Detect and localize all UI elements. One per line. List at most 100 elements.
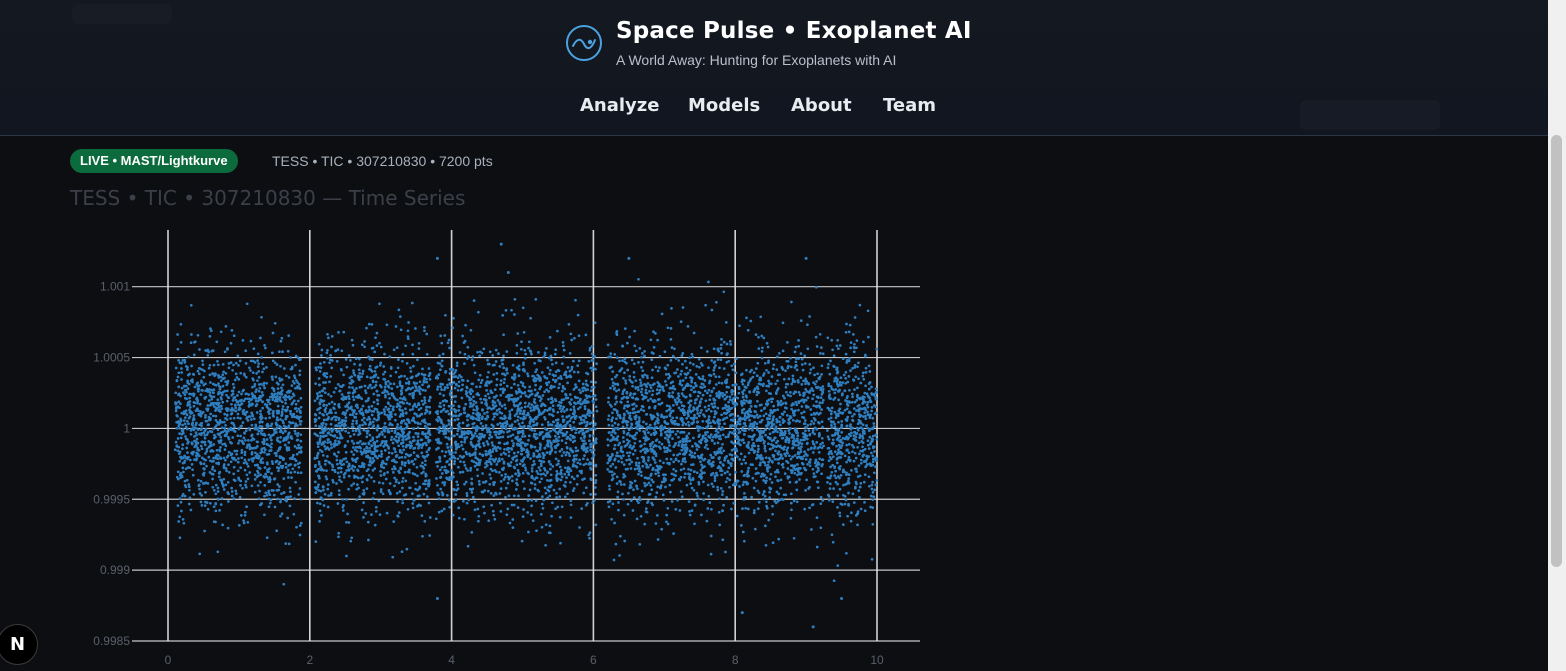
data-point bbox=[724, 397, 727, 401]
data-point bbox=[835, 438, 839, 441]
data-point bbox=[765, 476, 768, 480]
data-point bbox=[549, 441, 553, 445]
data-point bbox=[444, 435, 448, 439]
data-point bbox=[554, 370, 558, 374]
data-point bbox=[536, 377, 539, 381]
data-point bbox=[762, 497, 765, 501]
data-point bbox=[275, 438, 279, 442]
data-point bbox=[674, 469, 678, 473]
data-point bbox=[183, 484, 187, 487]
data-point bbox=[587, 394, 591, 398]
data-point bbox=[463, 352, 467, 356]
data-point bbox=[481, 425, 485, 428]
data-point bbox=[272, 409, 275, 413]
data-point bbox=[516, 383, 520, 387]
data-point bbox=[671, 391, 675, 394]
data-point bbox=[513, 466, 517, 470]
data-point bbox=[766, 420, 770, 424]
data-point bbox=[537, 408, 541, 412]
data-point bbox=[358, 432, 362, 435]
data-point bbox=[258, 421, 262, 424]
data-point bbox=[352, 453, 355, 456]
data-point bbox=[710, 507, 713, 511]
dataset-meta: TESS • TIC • 307210830 • 7200 pts bbox=[272, 153, 493, 169]
data-point bbox=[178, 450, 182, 454]
nav-about[interactable]: About bbox=[791, 95, 852, 116]
data-point bbox=[329, 491, 333, 495]
data-point bbox=[344, 358, 348, 361]
data-point bbox=[636, 487, 639, 491]
data-point bbox=[180, 411, 184, 415]
data-point bbox=[674, 458, 678, 462]
data-point bbox=[337, 489, 341, 492]
data-point bbox=[392, 465, 396, 468]
data-point bbox=[355, 412, 358, 416]
data-point bbox=[768, 477, 772, 481]
data-point bbox=[799, 376, 803, 379]
data-point bbox=[314, 382, 317, 385]
data-point bbox=[370, 386, 374, 390]
data-point bbox=[344, 429, 347, 433]
data-point bbox=[236, 394, 239, 397]
data-point bbox=[194, 423, 198, 427]
data-point bbox=[821, 385, 825, 388]
data-point bbox=[379, 469, 382, 473]
data-point bbox=[831, 438, 835, 442]
data-point bbox=[610, 419, 614, 423]
data-point bbox=[436, 361, 440, 365]
data-point bbox=[869, 442, 872, 446]
nav-team[interactable]: Team bbox=[883, 95, 936, 116]
data-point bbox=[707, 404, 711, 408]
data-point bbox=[706, 391, 709, 395]
data-point bbox=[848, 410, 851, 414]
data-point bbox=[623, 474, 627, 478]
data-point bbox=[718, 523, 722, 527]
data-point bbox=[720, 381, 724, 385]
data-point bbox=[638, 495, 641, 499]
data-point bbox=[647, 431, 650, 434]
data-point bbox=[575, 428, 578, 431]
data-point bbox=[739, 524, 743, 527]
app-title: Space Pulse • Exoplanet AI bbox=[616, 18, 972, 44]
x-tick-label: 4 bbox=[448, 653, 455, 667]
data-point bbox=[276, 392, 280, 395]
data-point bbox=[415, 386, 418, 390]
data-point bbox=[404, 398, 407, 401]
data-point bbox=[217, 390, 221, 394]
data-point bbox=[592, 454, 595, 458]
data-point bbox=[208, 335, 212, 338]
data-point bbox=[236, 469, 240, 473]
data-point bbox=[871, 460, 875, 464]
data-point bbox=[777, 537, 781, 541]
nav-analyze[interactable]: Analyze bbox=[580, 95, 660, 116]
data-point bbox=[542, 355, 546, 359]
data-point bbox=[436, 465, 439, 468]
data-point bbox=[247, 458, 251, 462]
data-point bbox=[193, 458, 196, 461]
data-point bbox=[634, 385, 638, 389]
data-point bbox=[247, 405, 251, 408]
data-point bbox=[280, 492, 283, 496]
data-point bbox=[649, 474, 653, 477]
data-point bbox=[743, 455, 747, 459]
data-point bbox=[229, 341, 233, 345]
data-point bbox=[770, 481, 774, 484]
data-point bbox=[200, 432, 204, 435]
data-point bbox=[718, 497, 721, 501]
data-point bbox=[613, 447, 616, 451]
data-point bbox=[663, 366, 667, 370]
nav-models[interactable]: Models bbox=[688, 95, 761, 116]
data-point bbox=[652, 346, 656, 349]
data-point bbox=[733, 416, 737, 420]
data-point bbox=[178, 536, 182, 540]
data-point bbox=[847, 375, 851, 378]
data-point bbox=[679, 320, 683, 324]
data-point bbox=[237, 441, 240, 445]
data-point bbox=[716, 406, 720, 410]
data-point bbox=[212, 456, 215, 460]
data-point bbox=[392, 520, 396, 523]
data-point bbox=[719, 358, 723, 362]
data-point bbox=[496, 423, 500, 426]
data-point bbox=[282, 421, 285, 425]
